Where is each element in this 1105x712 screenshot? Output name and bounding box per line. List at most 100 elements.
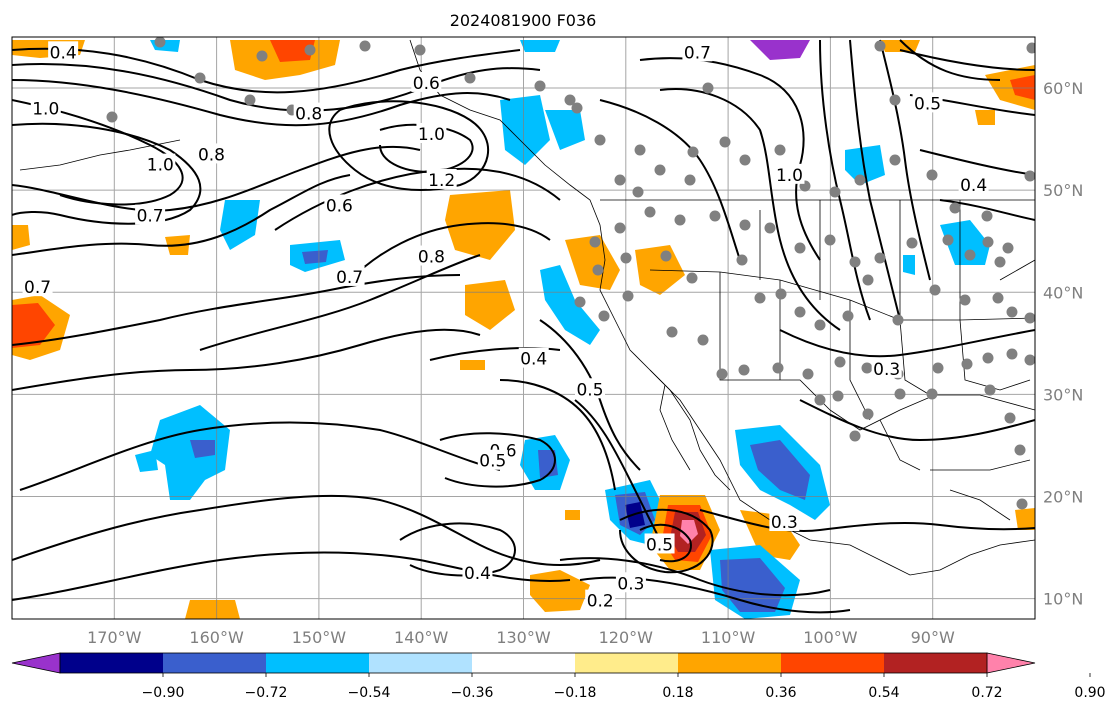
shade-orange — [985, 65, 1035, 110]
contour-label-bg — [324, 194, 355, 215]
station-dot — [959, 294, 971, 306]
station-dot — [719, 136, 731, 148]
contour-label: 0.7 — [137, 207, 164, 227]
station-dot — [594, 134, 606, 146]
x-tick-labels: 170°W 160°W 150°W 140°W 130°W 120°W 110°W 100°W… — [87, 628, 955, 647]
shade-blue — [903, 255, 915, 275]
colorbar-segment — [163, 653, 267, 673]
colorbar-tick-label: −0.90 — [142, 685, 185, 701]
x-tick-label: 140°W — [394, 628, 449, 647]
x-tick-label: 120°W — [599, 628, 654, 647]
x-tick-label: 160°W — [189, 628, 244, 647]
station-dot — [994, 256, 1006, 268]
station-dot — [684, 174, 696, 186]
station-dot — [874, 252, 886, 264]
station-dot — [686, 272, 698, 284]
station-dot — [106, 111, 118, 123]
contour-label-bg — [958, 174, 989, 195]
y-tick-label: 40°N — [1043, 283, 1083, 302]
y-tick-label: 60°N — [1043, 79, 1083, 98]
station-dot — [244, 94, 256, 106]
station-dot — [834, 356, 846, 368]
station-dot — [889, 154, 901, 166]
contour-label-bg — [411, 71, 442, 92]
station-dot — [932, 362, 944, 374]
station-dot — [256, 50, 268, 62]
shade-blue — [845, 145, 885, 185]
shade-blue — [520, 40, 560, 52]
contour-label: 1.2 — [428, 171, 455, 191]
station-markers — [106, 37, 1035, 510]
shade-blue — [135, 450, 158, 472]
station-dot — [359, 40, 371, 52]
shade-orange — [1015, 508, 1035, 530]
station-dot — [654, 164, 666, 176]
contour-label-bg — [22, 276, 53, 297]
station-dot — [802, 368, 814, 380]
colorbar-tick-label: 0.18 — [662, 685, 693, 701]
contour-label-bg — [912, 92, 943, 113]
station-dot — [709, 210, 721, 222]
station-dot — [564, 94, 576, 106]
shade-orange — [565, 235, 620, 290]
colorbar-segment — [60, 653, 164, 673]
station-dot — [929, 284, 941, 296]
station-dot — [949, 202, 961, 214]
station-dot — [674, 214, 686, 226]
station-dot — [889, 94, 901, 106]
shade-orange — [185, 600, 240, 619]
station-dot — [874, 40, 886, 52]
station-dot — [1006, 348, 1018, 360]
contour-label: 0.4 — [960, 176, 987, 196]
station-dot — [1006, 306, 1018, 318]
station-dot — [814, 394, 826, 406]
contour-label-bg — [585, 589, 616, 610]
colorbar-tick-label: 0.36 — [765, 685, 796, 701]
station-dot — [1014, 444, 1026, 456]
contour-label: 0.8 — [418, 248, 445, 268]
colorbar-tick-label: 0.72 — [971, 685, 1002, 701]
y-tick-label: 30°N — [1043, 385, 1083, 404]
colorbar-segment — [781, 653, 885, 673]
station-dot — [849, 256, 861, 268]
contour-label-bg — [774, 163, 805, 184]
contour-label: 0.8 — [198, 145, 225, 165]
shade-orange — [12, 225, 30, 250]
station-dot — [754, 292, 766, 304]
station-dot — [622, 290, 634, 302]
colorbar-tick-label: 0.54 — [868, 685, 899, 701]
chart-title: 2024081900 F036 — [450, 11, 597, 30]
colorbar-tick-label: −0.36 — [451, 685, 494, 701]
shade-orange — [460, 360, 485, 370]
station-dot — [982, 236, 994, 248]
station-dot — [1024, 170, 1035, 182]
station-dot — [964, 249, 976, 261]
contour-lines — [12, 39, 1035, 614]
shade-blue — [190, 440, 215, 458]
contour-label: 0.6 — [326, 196, 353, 216]
station-dot — [598, 310, 610, 322]
station-dot — [981, 210, 993, 222]
colorbar-segment — [369, 653, 473, 673]
contour-label: 1.0 — [418, 125, 445, 145]
colorbar-tick-label: −0.18 — [554, 685, 597, 701]
station-dot — [620, 252, 632, 264]
station-dot — [832, 390, 844, 402]
colorbar-extend-low — [11, 652, 61, 674]
contour-label: 0.7 — [336, 268, 363, 288]
station-dot — [1002, 242, 1014, 254]
station-dot — [589, 236, 601, 248]
station-dot — [534, 80, 546, 92]
contour-label-bg — [644, 533, 675, 554]
station-dot — [992, 292, 1004, 304]
colorbar: −0.90 −0.72 −0.54 −0.36 −0.18 0.18 0.36 0.54 0.7… — [11, 652, 1105, 701]
station-dot — [892, 314, 904, 326]
station-dot — [574, 296, 586, 308]
contour-label-bg — [30, 97, 61, 118]
shade-blue — [545, 110, 585, 150]
contour-label-bg — [416, 123, 447, 143]
station-dot — [861, 362, 873, 374]
colorbar-tick-label: −0.72 — [245, 685, 288, 701]
station-dot — [1024, 312, 1035, 324]
contour-label-bg — [293, 102, 324, 123]
